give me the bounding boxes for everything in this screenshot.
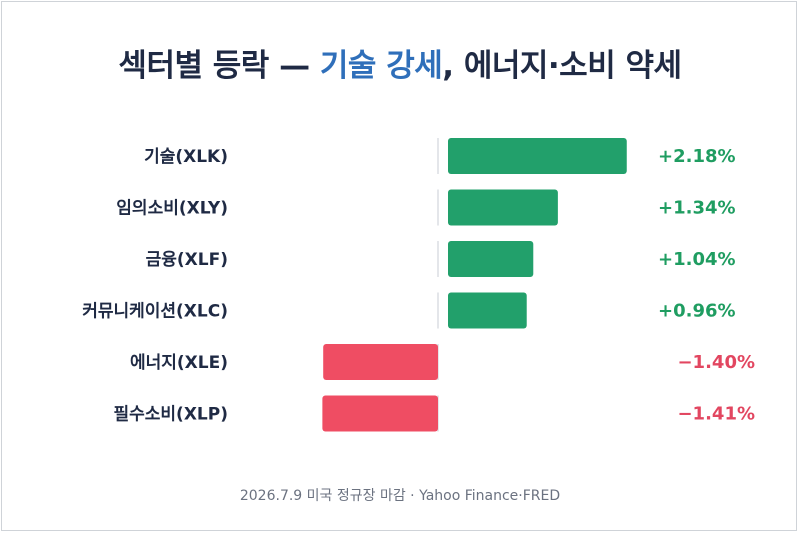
bar-3 — [448, 292, 527, 329]
category-label: 임의소비(XLY) — [116, 198, 228, 219]
category-label: 커뮤니케이션(XLC) — [82, 302, 228, 322]
chart-title: 섹터별 등락 — 기술 강세, 에너지·소비 약세 — [0, 40, 800, 85]
value-label: −1.41% — [677, 404, 755, 425]
title-part2: , 에너지·소비 약세 — [442, 48, 682, 84]
value-label: +1.04% — [658, 249, 736, 270]
category-label: 에너지(XLE) — [130, 353, 228, 373]
bar-5 — [322, 395, 438, 432]
category-label: 금융(XLF) — [146, 250, 228, 270]
bar-4 — [323, 344, 438, 380]
bar-0 — [448, 138, 627, 174]
source-footer: 2026.7.9 미국 정규장 마감 · Yahoo Finance·FRED — [239, 488, 561, 504]
category-label: 기술(XLK) — [144, 147, 228, 167]
category-label: 필수소비(XLP) — [114, 405, 229, 425]
bar-2 — [448, 241, 534, 277]
value-label: +2.18% — [658, 146, 736, 167]
bar-1 — [448, 189, 558, 226]
title-part1: 섹터별 등락 — — [118, 48, 320, 84]
value-label: +0.96% — [658, 301, 736, 322]
value-label: +1.34% — [658, 198, 736, 219]
value-label: −1.40% — [677, 352, 755, 373]
title-accent: 기술 강세 — [319, 48, 443, 84]
